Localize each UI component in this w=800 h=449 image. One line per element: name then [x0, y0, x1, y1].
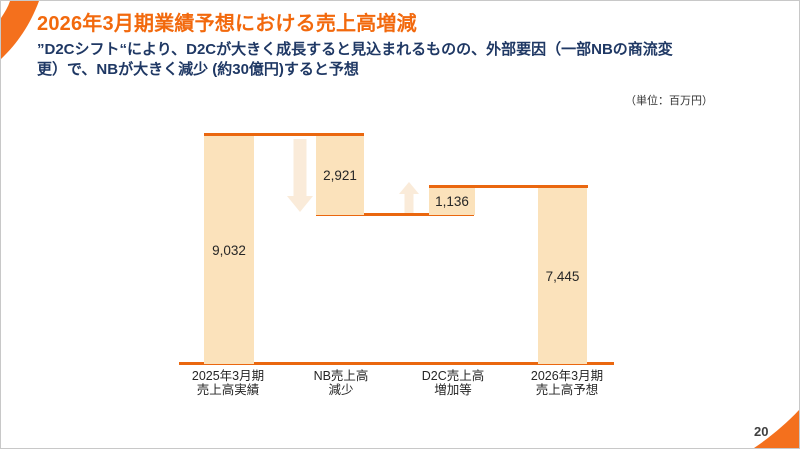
x-axis-label-1: 2025年3月期 売上高実績: [191, 369, 265, 397]
decrease-arrow-down-icon: [287, 139, 313, 212]
x-axis-label-line: NB売上高: [313, 369, 369, 383]
waterfall-bar-decrease-2: 2,921: [316, 136, 364, 215]
connector-line-3: [429, 185, 588, 188]
x-axis-label-3: D2C売上高 増加等: [421, 369, 485, 397]
corner-accent-bottom-right-icon: [754, 410, 799, 448]
slide-subtitle: ”D2Cシフト“により、D2Cが大きく成長すると見込まれるものの、外部要因（一部…: [37, 40, 777, 80]
page-number: 20: [754, 424, 769, 439]
bar-value-label: 1,136: [435, 194, 469, 209]
x-axis-label-4: 2026年3月期 売上高予想: [530, 369, 604, 397]
slide-subtitle-line-2: 更）で、NBが大きく減少 (約30億円)すると予想: [37, 61, 359, 78]
slide-subtitle-line-1: ”D2Cシフト“により、D2Cが大きく成長すると見込まれるものの、外部要因（一部…: [37, 41, 673, 58]
waterfall-bar-total-1: 9,032: [204, 136, 254, 364]
corner-accent-bottom-right-shape: [754, 410, 799, 448]
x-axis-label-line: 増加等: [434, 382, 472, 397]
connector-line-1: [204, 133, 364, 136]
x-axis-label-line: D2C売上高: [421, 369, 485, 383]
bar-value-label: 7,445: [545, 268, 580, 284]
bar-value-label: 9,032: [212, 242, 246, 258]
waterfall-bar-total-4: 7,445: [538, 188, 587, 364]
connector-line-2: [316, 213, 474, 216]
corner-accent-top-left-icon: [1, 1, 39, 59]
x-axis-label-line: 2025年3月期: [191, 369, 265, 383]
bar-value-label: 2,921: [323, 168, 357, 183]
slide-title: 2026年3月期業績予想における売上高増減: [37, 13, 417, 35]
x-axis-baseline: [179, 362, 614, 365]
x-axis-label-line: 減少: [328, 382, 354, 397]
corner-accent-top-left-shape: [1, 1, 39, 59]
x-axis-label-line: 売上高予想: [535, 382, 599, 397]
increase-arrow-up-icon: [399, 182, 419, 213]
unit-label: （単位：百万円）: [625, 95, 713, 107]
waterfall-bar-increase-3: 1,136: [429, 188, 475, 215]
x-axis-label-line: 2026年3月期: [530, 369, 604, 383]
x-axis-label-2: NB売上高 減少: [313, 369, 369, 397]
x-axis-label-line: 売上高実績: [196, 382, 260, 397]
